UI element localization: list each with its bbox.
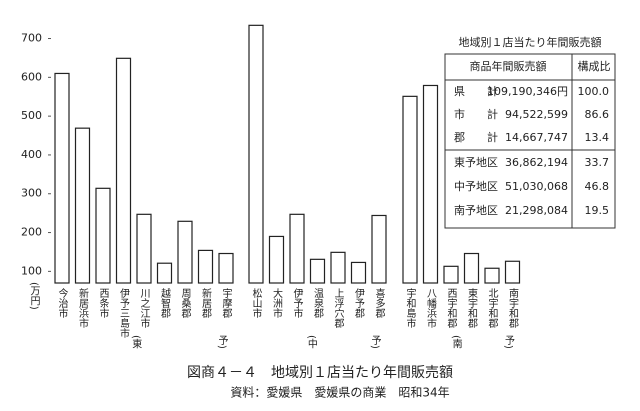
- x-tick-label: 宇摩郡: [220, 287, 232, 319]
- table-cell: 33.7: [585, 156, 610, 169]
- x-tick-label: 今治市: [56, 287, 68, 319]
- x-tick-label: 東宇和郡: [466, 287, 478, 329]
- x-tick-label: 北宇和郡: [486, 288, 498, 329]
- table-cell: 県 計: [454, 84, 498, 98]
- x-tick-label: 南宇和郡: [507, 287, 519, 329]
- table-cell: 13.4: [585, 131, 610, 144]
- table-header: 構成比: [578, 60, 611, 73]
- bar: [309, 258, 326, 284]
- x-tick-label: 周桑郡: [179, 288, 191, 319]
- bar: [95, 187, 111, 284]
- group-label: (中: [305, 335, 317, 350]
- bar: [463, 252, 480, 284]
- bar: [218, 252, 234, 284]
- x-tick-label: 伊予郡: [353, 288, 365, 319]
- y-tick-label: 400: [21, 148, 42, 161]
- table-cell: 郡 計: [454, 130, 498, 144]
- bar: [156, 262, 173, 284]
- group-label: (南: [450, 335, 462, 349]
- table-title: 地域別１店当たり年間販売額: [459, 35, 602, 49]
- x-tick-label: 上浮穴郡: [332, 288, 344, 329]
- table-cell: 21,298,084: [505, 204, 568, 217]
- table-cell: 51,030,068: [505, 180, 568, 193]
- bar: [177, 220, 193, 284]
- bar: [504, 260, 521, 284]
- group-label: 予): [503, 335, 515, 349]
- x-tick-label: 西条市: [97, 288, 109, 319]
- bar: [268, 235, 285, 284]
- bar: [443, 265, 459, 284]
- y-tick-label: 600: [21, 70, 42, 83]
- source-note: 資料：愛媛県 愛媛県の商業 昭和34年: [230, 385, 449, 400]
- bar: [350, 261, 367, 284]
- bar: [422, 84, 439, 284]
- bar: [289, 213, 305, 284]
- bar: [115, 57, 132, 284]
- table-cell: 100.0: [578, 85, 610, 98]
- y-tick-label: 300: [21, 187, 42, 200]
- x-tick-label: 大洲市: [271, 287, 283, 319]
- y-tick-label: 100: [21, 264, 42, 277]
- bar: [371, 214, 387, 284]
- x-tick-label: 伊予市: [291, 288, 303, 319]
- table-cell: 14,667,747: [505, 131, 568, 144]
- table-cell: 109,190,346円: [487, 85, 568, 98]
- table-cell: 86.6: [585, 108, 610, 121]
- group-label: (東: [130, 335, 142, 350]
- chart-title: 図商４－４ 地域別１店当たり年間販売額: [187, 365, 453, 381]
- x-tick-label: 新居郡: [200, 287, 212, 319]
- bar: [402, 95, 418, 284]
- bar: [248, 24, 264, 284]
- x-tick-label: 西宇和郡: [445, 288, 457, 329]
- y-tick-label: 700: [21, 32, 42, 45]
- bar: [74, 127, 91, 284]
- table-frame: [444, 53, 616, 229]
- x-tick-label: 八幡浜市: [425, 288, 437, 329]
- table-cell: 94,522,599: [505, 108, 568, 121]
- table-cell: 46.8: [585, 180, 610, 193]
- x-tick-label: 川之江市: [138, 288, 150, 329]
- table-cell: 東予地区: [454, 156, 498, 169]
- bar: [197, 249, 214, 284]
- bar: [136, 213, 152, 284]
- bar: [330, 251, 346, 284]
- table-cell: 市 計: [454, 107, 498, 121]
- group-label: 予): [216, 335, 228, 349]
- group-label: 予): [369, 335, 381, 349]
- x-tick-label: 喜多郡: [373, 287, 385, 319]
- y-tick-label: 500: [21, 109, 42, 122]
- x-tick-label: 伊予三島市: [118, 288, 130, 339]
- table-cell: 36,862,194: [505, 156, 568, 169]
- x-tick-label: 新居浜市: [77, 287, 89, 329]
- x-tick-label: 宇和島市: [404, 287, 416, 329]
- bar: [484, 267, 500, 284]
- y-axis-label: (万円): [28, 282, 40, 310]
- table-cell: 19.5: [585, 204, 610, 217]
- x-tick-label: 温泉郡: [312, 288, 324, 319]
- x-tick-label: 松山市: [250, 287, 262, 319]
- y-tick-label: 200: [21, 226, 42, 239]
- table-header: 商品年間販売額: [470, 59, 547, 73]
- x-tick-label: 越智郡: [159, 287, 171, 319]
- table-cell: 南予地区: [454, 204, 498, 217]
- table-cell: 中予地区: [454, 180, 498, 193]
- bar: [54, 72, 70, 284]
